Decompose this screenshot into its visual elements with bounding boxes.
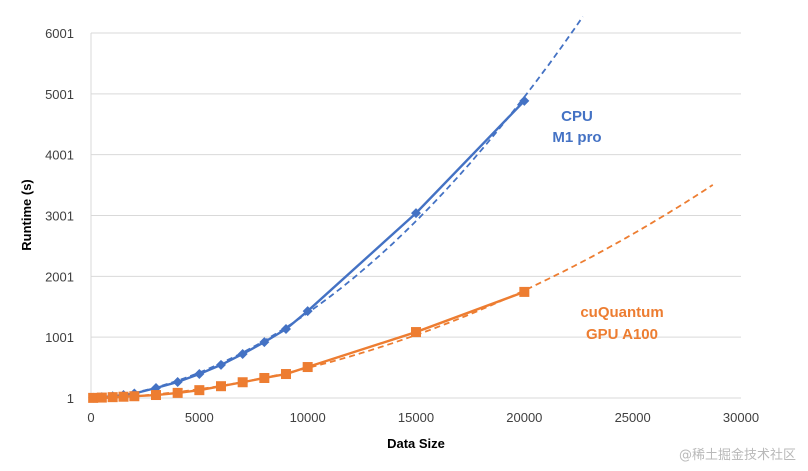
y-tick-label: 1001 [45,330,74,345]
y-tick-label: 6001 [45,26,74,41]
series-lines [93,100,526,400]
data-point-square [88,392,99,403]
trendline [93,184,714,399]
data-point-square [519,286,530,297]
data-point-diamond [519,95,530,106]
data-point-square [411,327,421,338]
y-axis-label: Runtime (s) [19,179,34,251]
data-point-diamond [172,376,183,387]
y-tick-label: 2001 [45,269,74,284]
y-tick-label: 1 [67,391,74,406]
y-tick-label: 4001 [45,148,74,163]
data-point-square [216,381,226,392]
x-tick-label: 20000 [506,410,542,425]
axes: 1 1001 2001 3001 4001 5001 6001 0 5000 10000 15000… [45,26,759,425]
data-point-square [118,391,129,402]
data-point-square [259,372,270,383]
data-point-square [281,369,291,380]
data-point-diamond [194,369,205,380]
y-tick-label: 5001 [45,87,74,102]
trendline [93,16,584,399]
x-tick-label: 15000 [398,410,434,425]
x-axis-label: Data Size [387,436,445,451]
x-tick-label: 5000 [185,410,214,425]
data-point-diamond [302,306,313,317]
series-label: GPU A100 [586,326,658,343]
data-point-diamond [411,208,421,219]
series-label: cuQuantum [580,304,663,321]
series-label: CPU [561,108,593,125]
data-point-square [151,390,161,401]
data-markers [88,95,530,403]
data-point-square [96,392,107,403]
x-tick-label: 25000 [615,410,651,425]
x-tick-label: 10000 [290,410,326,425]
y-tick-label: 3001 [45,209,74,224]
data-point-diamond [216,359,226,370]
data-point-square [129,391,140,402]
gridlines [91,32,741,399]
series-line [93,100,526,399]
data-point-square [107,392,118,403]
series-label: M1 pro [552,129,601,146]
data-point-diamond [237,348,248,359]
series-annotations: CPU M1 pro cuQuantum GPU A100 [552,108,663,343]
data-point-diamond [281,324,291,335]
data-point-square [172,387,183,398]
data-point-square [302,362,313,373]
data-point-square [237,377,248,388]
data-point-square [194,385,205,396]
data-point-diamond [259,337,270,348]
x-tick-label: 30000 [723,410,759,425]
watermark: @稀土掘金技术社区 [678,448,796,463]
x-tick-label: 0 [87,410,94,425]
